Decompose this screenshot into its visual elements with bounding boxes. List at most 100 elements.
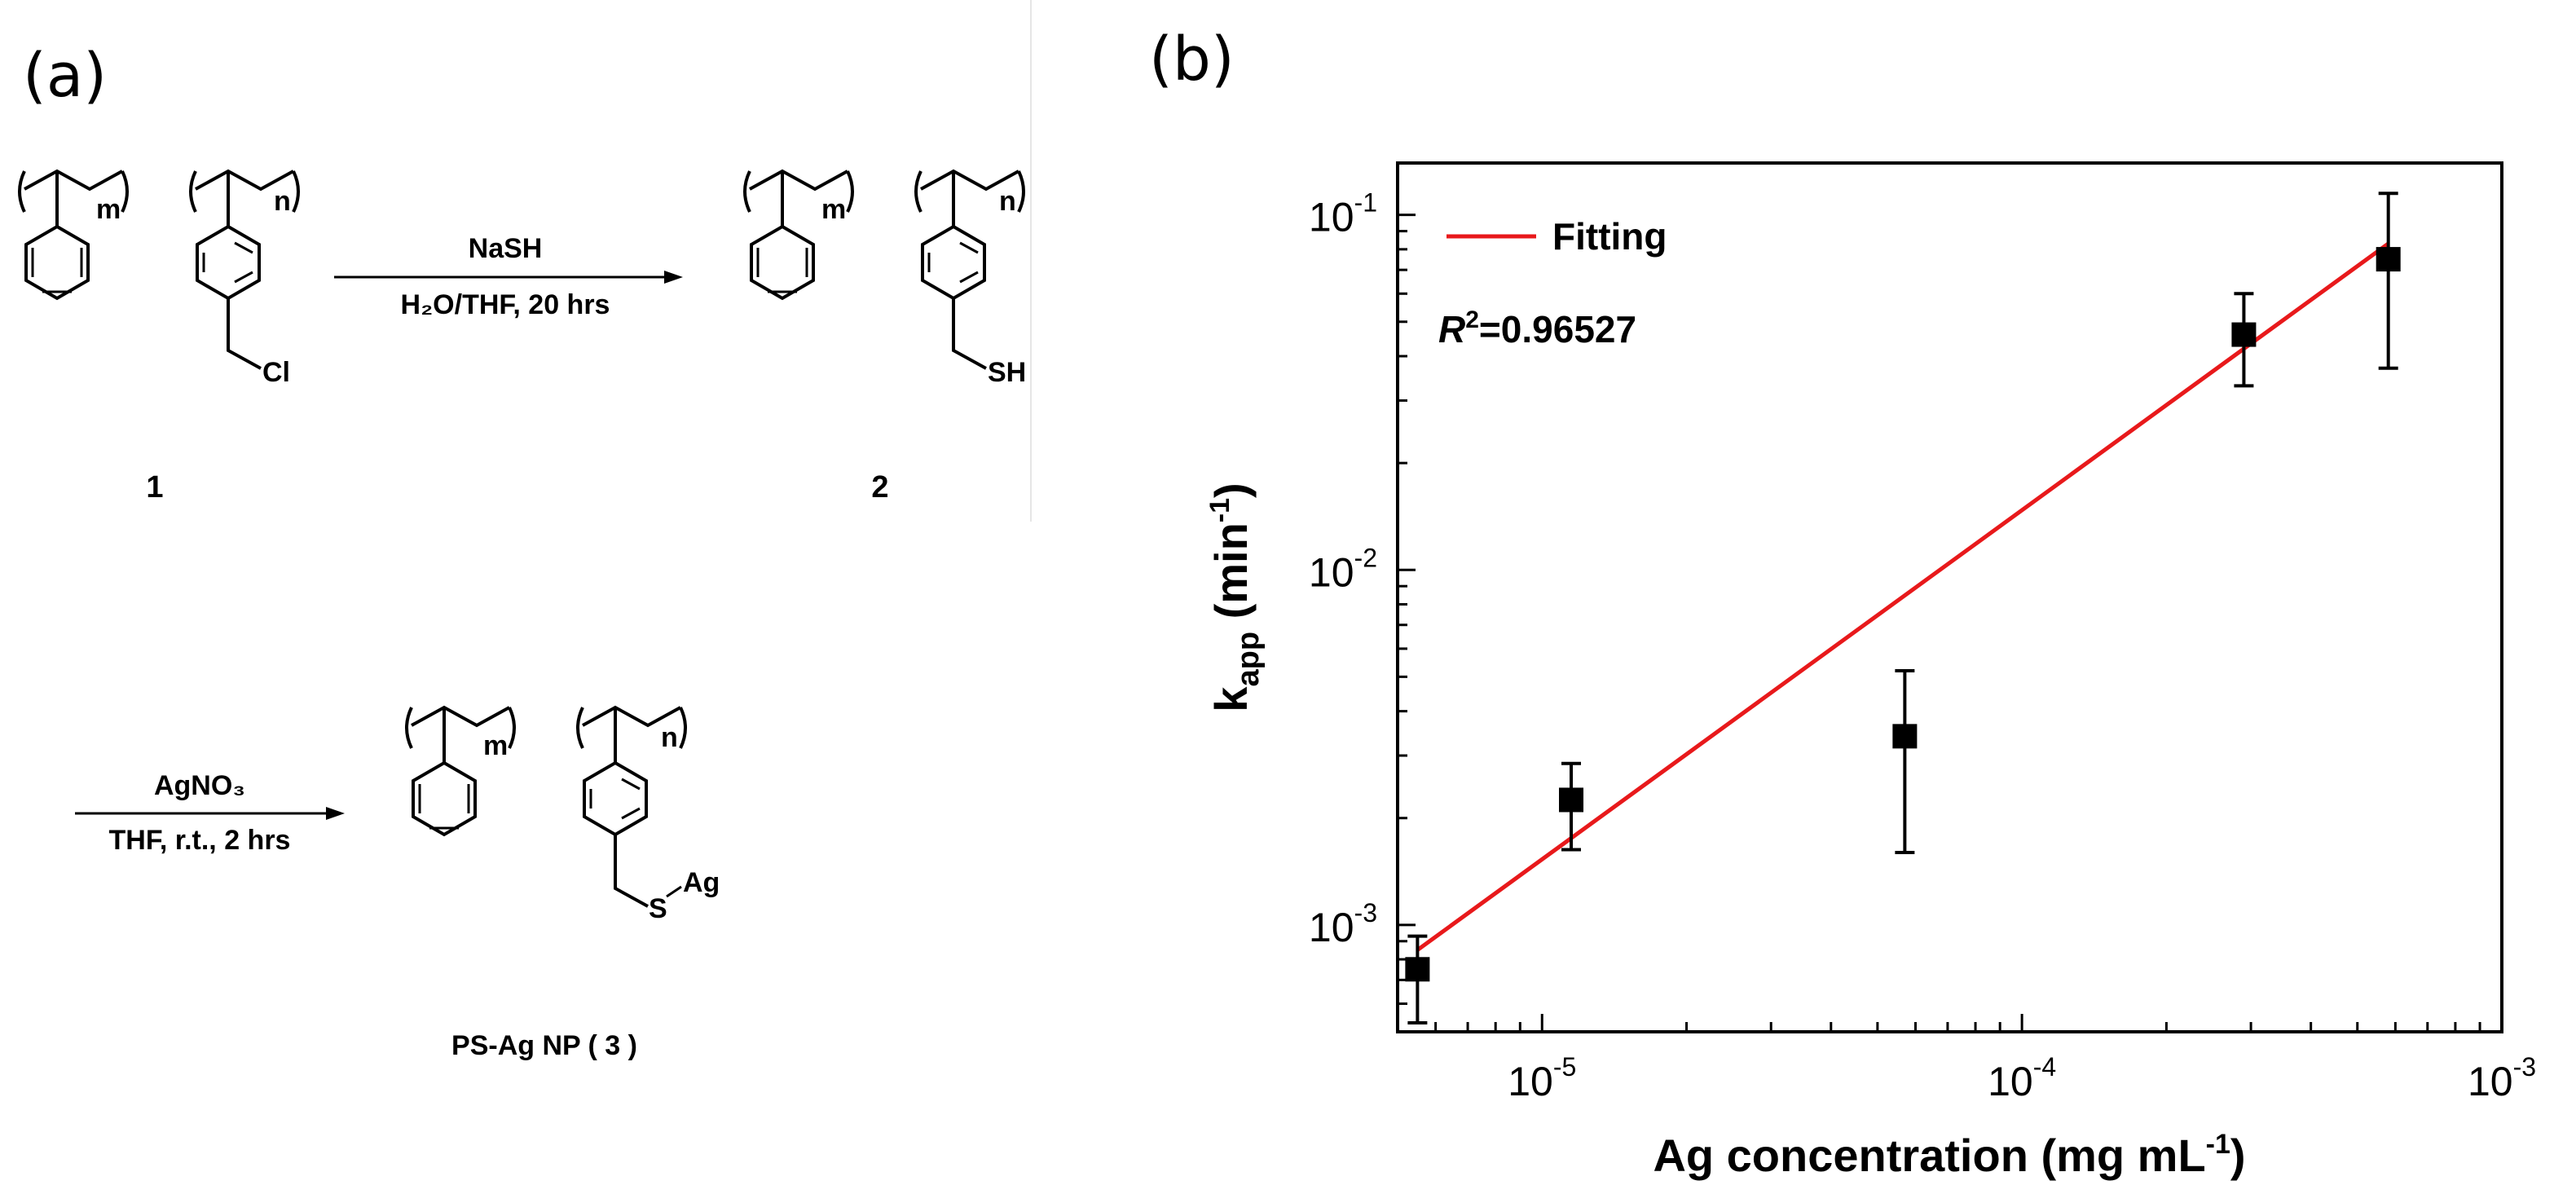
x-tick-exp: -5 xyxy=(1553,1052,1576,1082)
compound-2-number: 2 xyxy=(871,470,888,504)
reaction-1-reagent: NaSH xyxy=(469,233,543,264)
data-point-group xyxy=(1559,761,1584,852)
y-tick-base: 10 xyxy=(1309,549,1354,595)
compound-1-number: 1 xyxy=(146,470,163,504)
bracket-1a-left xyxy=(18,170,26,213)
compound-3-name: PS-Ag NP ( 3 ) xyxy=(451,1030,637,1061)
bracket-1b-left xyxy=(189,170,197,213)
polymer-3-repeat-n: n xyxy=(661,722,678,753)
bracket-2b-right xyxy=(1017,170,1025,213)
panel-a: (a) m n Cl 1 NaSH H₂O/THF, 20 hrs xyxy=(18,0,1032,1061)
x-tick-exp: -4 xyxy=(2033,1052,2056,1082)
polymer-2-structure xyxy=(743,169,1025,370)
substituent-s: S xyxy=(649,893,667,924)
thiomethyl-bond xyxy=(952,298,987,370)
polymer-1-repeat-n: n xyxy=(274,186,291,217)
data-point-group xyxy=(1405,934,1430,1024)
phenyl-ring-3a xyxy=(412,760,477,837)
reaction-2-conditions: THF, r.t., 2 hrs xyxy=(109,825,291,856)
fit-line-layer xyxy=(1416,241,2390,952)
y-tick-exp: -2 xyxy=(1354,543,1377,572)
phenyl-ring-2a xyxy=(750,224,815,301)
x-tick-base: 10 xyxy=(1508,1059,1553,1104)
y-tick-exp: -3 xyxy=(1354,898,1377,927)
polymer-2-repeat-m: m xyxy=(821,194,846,225)
reaction-1-conditions: H₂O/THF, 20 hrs xyxy=(401,289,610,320)
phenyl-ring-3a-double-bonds xyxy=(418,784,470,830)
bracket-3b-left xyxy=(576,707,584,749)
y-tick-base: 10 xyxy=(1309,195,1354,240)
phenyl-ring-1b-double-bonds xyxy=(202,241,253,284)
r-squared-sup: 2 xyxy=(1465,306,1479,333)
x-tick-base: 10 xyxy=(1988,1059,2033,1104)
y-tick-base: 10 xyxy=(1309,905,1354,950)
data-point-group xyxy=(2376,192,2401,370)
backbone-1b xyxy=(195,169,294,192)
x-tick-exp: -3 xyxy=(2513,1052,2536,1082)
bracket-3b-right xyxy=(679,707,687,749)
x-tick-label: 10-3 xyxy=(2468,1052,2536,1104)
x-tick-label: 10-4 xyxy=(1988,1052,2056,1104)
substituent-cl: Cl xyxy=(262,357,290,388)
backbone-3b xyxy=(582,705,681,728)
r-squared-annotation: R2=0.96527 xyxy=(1438,306,1636,350)
plot-frame xyxy=(1396,161,2503,1033)
polymer-2-repeat-n: n xyxy=(999,186,1016,217)
s-ag-bond xyxy=(666,885,682,898)
phenyl-ring-1a-double-bonds xyxy=(31,248,83,293)
legend: Fitting xyxy=(1447,215,1667,258)
panel-b: (b) 10-5 10-4 10-3 10-310-210-1 Fitting R2… xyxy=(1149,24,2536,1181)
phenyl-ring-1b xyxy=(196,224,261,301)
bracket-2a-left xyxy=(743,170,751,213)
phenyl-ring-3b-double-bonds xyxy=(589,778,641,820)
backbone-2a xyxy=(749,169,848,192)
x-axis-title-sup: -1 xyxy=(2206,1129,2230,1160)
x-axis-title-main: Ag concentration (mg mL xyxy=(1653,1130,2205,1181)
y-axis: 10-310-210-1 xyxy=(1309,188,1416,1033)
substituent-sh: SH xyxy=(988,357,1026,388)
substituent-ag: Ag xyxy=(683,867,720,898)
backbone-3a xyxy=(411,705,510,728)
panel-a-label: (a) xyxy=(23,41,107,111)
y-axis-title-sup: -1 xyxy=(1204,498,1235,522)
x-axis-title-end: ) xyxy=(2230,1130,2246,1181)
data-point xyxy=(1405,957,1430,982)
bracket-1b-right xyxy=(292,170,300,213)
bracket-3a-right xyxy=(508,707,516,749)
polymer-1-repeat-m: m xyxy=(96,194,121,225)
x-tick-base: 10 xyxy=(2468,1059,2513,1104)
y-tick-label: 10-2 xyxy=(1309,543,1377,595)
y-axis-title-main: k xyxy=(1205,686,1257,712)
silver-thiolate-bond xyxy=(614,835,649,908)
data-points-layer xyxy=(1405,192,2401,1024)
polymer-1-structure xyxy=(18,169,300,370)
polymer-3-structure xyxy=(405,705,687,908)
phenyl-ring-2b xyxy=(921,224,986,301)
y-tick-label: 10-1 xyxy=(1309,188,1377,240)
data-point xyxy=(2231,322,2257,347)
data-point-group xyxy=(1892,668,1918,854)
fit-line xyxy=(1416,241,2390,952)
data-point xyxy=(1892,724,1918,749)
reaction-2-reagent: AgNO₃ xyxy=(154,770,245,801)
chloromethyl-bond xyxy=(227,298,262,370)
y-axis-title-rest: (min xyxy=(1205,522,1257,632)
polymer-3-repeat-m: m xyxy=(483,730,508,761)
data-point xyxy=(1559,787,1584,813)
backbone-2b xyxy=(920,169,1019,192)
phenyl-ring-1a xyxy=(24,224,90,301)
reaction-arrow-2 xyxy=(75,807,345,820)
r-squared-value: =0.96527 xyxy=(1479,308,1636,350)
y-axis-title-sub: app xyxy=(1231,632,1266,687)
y-axis-title: kapp (min-1) xyxy=(1204,482,1266,712)
reaction-arrow-1 xyxy=(334,271,683,284)
y-tick-exp: -1 xyxy=(1354,188,1377,218)
data-point-group xyxy=(2231,292,2257,388)
bracket-3a-left xyxy=(405,707,413,749)
phenyl-ring-3b xyxy=(583,760,648,837)
y-tick-label: 10-3 xyxy=(1309,898,1377,950)
x-axis-title: Ag concentration (mg mL-1) xyxy=(1653,1129,2245,1181)
phenyl-ring-2a-double-bonds xyxy=(756,248,808,293)
r-squared-prefix: R xyxy=(1438,308,1465,350)
